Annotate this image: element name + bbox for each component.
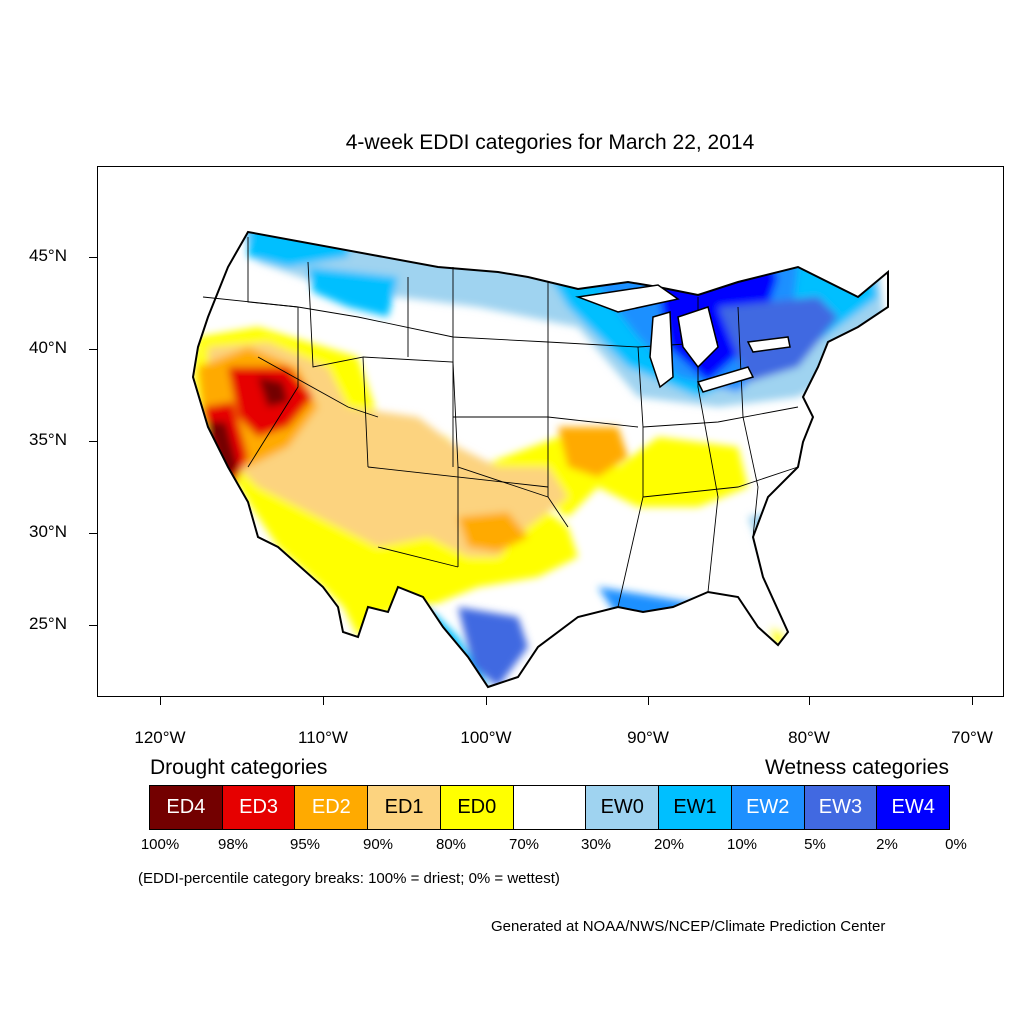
percentile-label: 30% bbox=[580, 836, 612, 853]
lat-label: 40°N bbox=[29, 338, 67, 357]
legend-box-ew3: EW3 bbox=[803, 785, 878, 830]
lat-tick bbox=[89, 533, 97, 534]
percentile-label: 70% bbox=[508, 836, 540, 853]
legend-box-ew4: EW4 bbox=[876, 785, 951, 830]
lat-tick bbox=[89, 349, 97, 350]
lat-tick bbox=[89, 625, 97, 626]
legend-box-ed2: ED2 bbox=[294, 785, 369, 830]
percentile-label: 98% bbox=[217, 836, 249, 853]
eddi-map bbox=[97, 166, 1004, 697]
lon-tick bbox=[323, 697, 324, 705]
lat-tick bbox=[89, 441, 97, 442]
lat-tick bbox=[89, 257, 97, 258]
lon-tick bbox=[648, 697, 649, 705]
lon-label: 110°W bbox=[298, 728, 348, 747]
percentile-label: 90% bbox=[362, 836, 394, 853]
lat-label: 25°N bbox=[29, 614, 67, 633]
percentile-label: 10% bbox=[726, 836, 758, 853]
lon-label: 80°W bbox=[788, 728, 830, 747]
lon-tick bbox=[160, 697, 161, 705]
lon-label: 70°W bbox=[951, 728, 993, 747]
percentile-label: 0% bbox=[945, 836, 967, 853]
percentile-label: 5% bbox=[804, 836, 826, 853]
legend-box-ed3: ED3 bbox=[221, 785, 296, 830]
lon-label: 90°W bbox=[627, 728, 669, 747]
percentile-label: 95% bbox=[289, 836, 321, 853]
category-legend: ED4 ED3 ED2 ED1 ED0 EW0 EW1 EW2 EW3 EW4 bbox=[149, 785, 951, 830]
lat-label: 30°N bbox=[29, 522, 67, 541]
percentile-label: 2% bbox=[876, 836, 898, 853]
legend-box-ew1: EW1 bbox=[658, 785, 732, 830]
percentile-label: 80% bbox=[435, 836, 467, 853]
legend-box-neutral bbox=[512, 785, 587, 830]
lon-tick bbox=[809, 697, 810, 705]
legend-box-ew0: EW0 bbox=[585, 785, 660, 830]
legend-box-ew2: EW2 bbox=[730, 785, 805, 830]
map-title: 4-week EDDI categories for March 22, 201… bbox=[345, 131, 755, 154]
lon-tick bbox=[972, 697, 973, 705]
lat-label: 45°N bbox=[29, 246, 67, 265]
credit-line: Generated at NOAA/NWS/NCEP/Climate Predi… bbox=[491, 918, 886, 935]
legend-box-ed1: ED1 bbox=[367, 785, 441, 830]
legend-box-ed0: ED0 bbox=[439, 785, 514, 830]
category-break-note: (EDDI-percentile category breaks: 100% =… bbox=[138, 870, 560, 887]
lon-tick bbox=[486, 697, 487, 705]
lon-label: 100°W bbox=[460, 728, 512, 747]
map-canvas bbox=[191, 230, 889, 689]
wetness-heading: Wetness categories bbox=[764, 756, 949, 779]
lon-label: 120°W bbox=[134, 728, 186, 747]
legend-box-ed4: ED4 bbox=[149, 785, 223, 830]
drought-heading: Drought categories bbox=[150, 756, 328, 779]
percentile-label: 100% bbox=[140, 836, 180, 853]
lat-label: 35°N bbox=[29, 430, 67, 449]
percentile-label: 20% bbox=[653, 836, 685, 853]
